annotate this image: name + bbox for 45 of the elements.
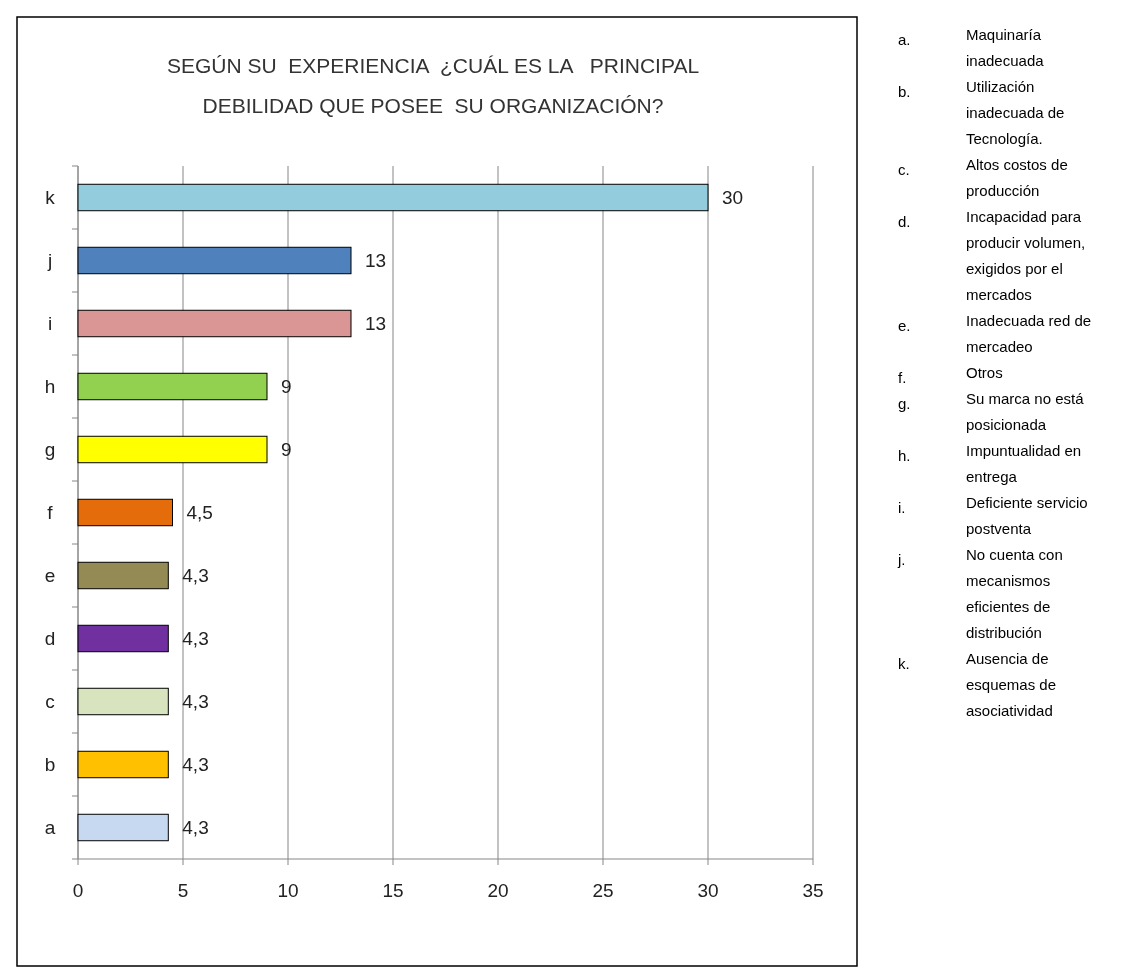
bar [77,750,169,779]
x-tick-label: 10 [277,880,299,901]
chart-title: SEGÚN SU EXPERIENCIA ¿CUÁL ES LA PRINCIPAL DEBILIDAD QUE POSEE SU ORGANIZACIÓN? [166,54,700,117]
y-tick-label: b [44,754,56,776]
data-label: 4,3 [182,565,209,587]
y-tick-label: j [46,250,53,272]
x-tick-label: 15 [382,880,404,901]
bar [77,813,169,842]
bar [77,246,352,275]
bar [77,624,169,653]
y-tick-label: k [45,187,56,209]
text: b. Utilización inadecuada de Tecnología. [898,78,1065,147]
data-label: 13 [365,313,387,335]
x-tick-label: 20 [487,880,509,901]
bar [77,561,169,590]
data-label: 4,5 [186,502,213,524]
bar [77,435,268,464]
bar [77,183,709,212]
bar [77,372,268,401]
data-label: 4,3 [182,754,209,776]
x-tick-label: 30 [697,880,719,901]
y-tick-label: c [45,691,55,713]
data-label: 4,3 [182,691,209,713]
y-tick-label: e [44,565,56,587]
bar [77,309,352,338]
x-tick-label: 25 [592,880,614,901]
y-tick-label: h [44,376,56,398]
y-tick-label: g [44,439,56,461]
data-label: 4,3 [182,817,209,839]
data-label: 13 [365,250,387,272]
y-tick-label: d [44,628,56,650]
data-label: 4,3 [182,628,209,650]
data-label: 9 [281,376,292,398]
y-tick-label: i [47,313,53,335]
data-label: 9 [281,439,292,461]
text: k. Ausencia de esquemas de asociatividad [898,650,1057,719]
y-tick-label: f [47,502,54,524]
bar [77,498,173,527]
x-tick-label: 0 [72,880,84,901]
data-label: 30 [722,187,744,209]
x-tick-label: 5 [177,880,189,901]
bar [77,687,169,716]
y-tick-label: a [44,817,56,839]
text: f. Otros [898,364,1003,387]
x-tick-label: 35 [802,880,824,901]
